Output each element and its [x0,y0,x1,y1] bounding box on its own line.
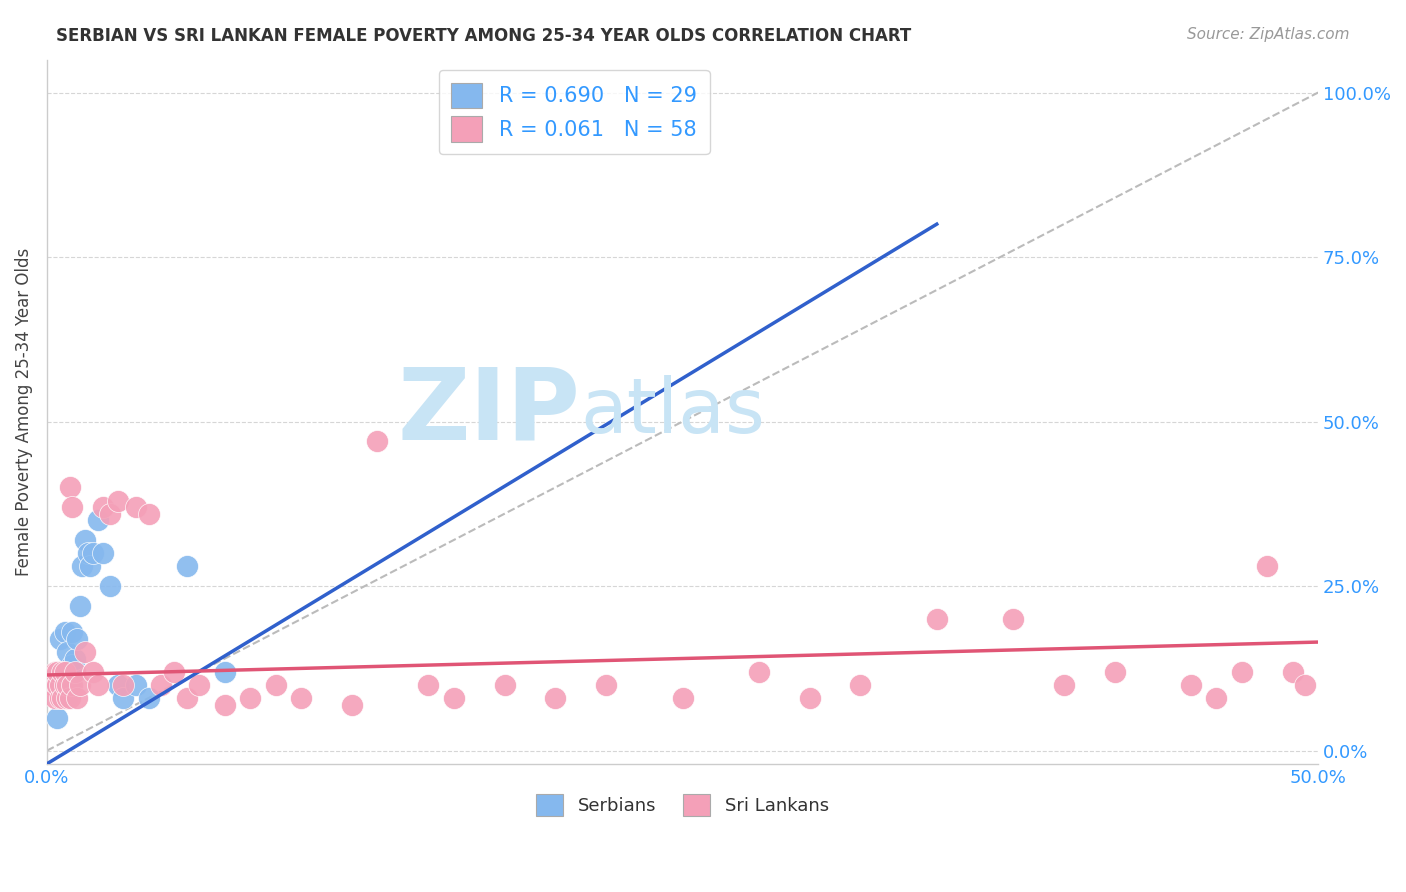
Point [176,691,198,706]
Point [53,665,76,679]
Point [125,678,148,692]
Text: atlas: atlas [581,375,766,449]
Point [107,493,129,508]
Point [56,691,79,706]
Point [44,691,66,706]
Point [63,651,86,665]
Point [69,678,91,692]
Point [51,678,73,692]
Point [48,665,70,679]
Point [41,678,63,692]
Point [925,612,948,626]
Point [290,691,312,706]
Point [176,559,198,574]
Point [188,678,211,692]
Point [91,500,114,515]
Point [1230,665,1253,679]
Point [46,665,69,679]
Y-axis label: Female Poverty Among 25-34 Year Olds: Female Poverty Among 25-34 Year Olds [15,248,32,576]
Point [1205,691,1227,706]
Point [112,678,135,692]
Point [100,507,122,521]
Point [544,691,567,706]
Point [53,625,76,640]
Point [671,691,693,706]
Point [48,632,70,646]
Point [44,678,66,692]
Point [87,513,110,527]
Point [366,434,388,449]
Point [443,691,465,706]
Point [1053,678,1076,692]
Point [66,632,89,646]
Point [1294,678,1316,692]
Point [79,559,101,574]
Point [1104,665,1126,679]
Point [107,678,129,692]
Point [51,665,73,679]
Point [63,665,86,679]
Point [60,678,83,692]
Point [46,678,69,692]
Point [112,691,135,706]
Point [163,665,186,679]
Point [138,691,160,706]
Point [59,480,82,494]
Point [48,691,70,706]
Point [46,711,69,725]
Point [60,625,83,640]
Point [150,678,173,692]
Point [82,665,104,679]
Point [595,678,617,692]
Point [60,658,83,673]
Point [59,691,82,706]
Point [72,559,94,574]
Point [1281,665,1303,679]
Text: SERBIAN VS SRI LANKAN FEMALE POVERTY AMONG 25-34 YEAR OLDS CORRELATION CHART: SERBIAN VS SRI LANKAN FEMALE POVERTY AMO… [56,27,911,45]
Point [82,546,104,560]
Point [748,665,770,679]
Point [66,691,89,706]
Point [53,678,76,692]
Point [239,691,262,706]
Point [59,678,82,692]
Point [91,546,114,560]
Point [340,698,363,712]
Legend: Serbians, Sri Lankans: Serbians, Sri Lankans [527,785,838,825]
Point [56,645,79,659]
Point [494,678,516,692]
Point [1002,612,1025,626]
Point [73,645,96,659]
Point [73,533,96,547]
Point [69,599,91,613]
Point [264,678,287,692]
Point [48,678,70,692]
Point [214,665,236,679]
Point [56,691,79,706]
Point [214,698,236,712]
Point [76,546,98,560]
Text: ZIP: ZIP [398,363,581,460]
Point [138,507,160,521]
Point [1180,678,1202,692]
Point [125,500,148,515]
Point [87,678,110,692]
Point [51,691,73,706]
Text: Source: ZipAtlas.com: Source: ZipAtlas.com [1187,27,1350,42]
Point [56,678,79,692]
Point [799,691,821,706]
Point [418,678,440,692]
Point [60,500,83,515]
Point [1256,559,1278,574]
Point [100,579,122,593]
Point [44,665,66,679]
Point [849,678,872,692]
Point [53,665,76,679]
